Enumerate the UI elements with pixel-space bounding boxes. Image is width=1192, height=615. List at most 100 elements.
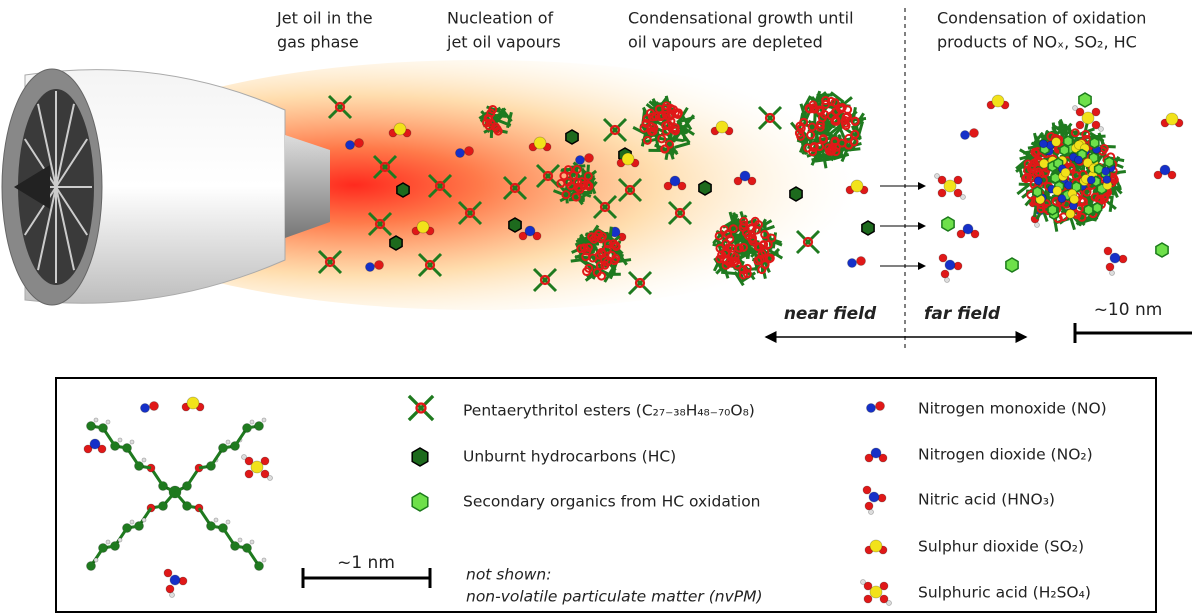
stage-label: Nucleation of: [447, 9, 554, 28]
core: [539, 274, 551, 286]
hexagon: [698, 180, 712, 196]
chain: [378, 222, 393, 237]
atom: [213, 517, 219, 523]
fan-blade: [55, 138, 89, 188]
core: [596, 271, 606, 281]
core: [484, 121, 494, 131]
core: [582, 267, 592, 277]
scale-bar: [1073, 323, 1192, 343]
atom: [962, 223, 974, 235]
core: [1099, 144, 1109, 154]
core: [738, 265, 748, 275]
core: [654, 104, 664, 114]
chain: [428, 252, 443, 267]
atom: [1082, 157, 1093, 168]
atom: [374, 260, 384, 270]
atom: [249, 419, 255, 425]
atom: [1039, 158, 1049, 169]
chain: [833, 121, 847, 136]
atom: [254, 421, 264, 431]
core: [488, 104, 498, 114]
chain: [806, 229, 821, 244]
chain: [627, 281, 642, 296]
core: [763, 240, 773, 250]
atom: [165, 584, 175, 594]
stage-label: products of NOₓ, SO₂, HC: [937, 33, 1137, 52]
chain: [338, 94, 353, 109]
core: [843, 105, 853, 115]
chain: [829, 122, 844, 136]
atom: [960, 130, 970, 140]
core: [596, 234, 606, 244]
core: [755, 254, 765, 264]
atom: [1098, 126, 1104, 132]
core: [561, 190, 571, 200]
chain: [582, 259, 596, 274]
core: [739, 220, 749, 230]
core: [809, 103, 819, 113]
atom: [875, 401, 885, 411]
atom: [969, 128, 979, 138]
atom: [1159, 164, 1171, 176]
atom: [1165, 112, 1179, 126]
core: [559, 171, 569, 181]
atom: [261, 557, 267, 563]
atom: [1069, 194, 1080, 205]
core: [571, 192, 581, 202]
core: [767, 233, 777, 243]
atom: [960, 194, 966, 200]
stage-label: jet oil vapours: [446, 33, 561, 52]
chain: [1016, 182, 1031, 196]
atom: [237, 537, 243, 543]
chain: [417, 252, 432, 267]
atom: [847, 258, 857, 268]
atom: [1153, 170, 1163, 180]
core: [1041, 199, 1051, 209]
atom: [856, 256, 866, 266]
atom: [1033, 176, 1043, 186]
core: [379, 161, 391, 173]
atom: [868, 491, 880, 503]
core: [738, 242, 748, 252]
atom: [1105, 262, 1115, 272]
chain: [1058, 118, 1068, 135]
atom: [1064, 180, 1074, 190]
chain: [818, 132, 836, 138]
atom: [863, 594, 873, 604]
core: [634, 277, 646, 289]
atom: [532, 231, 542, 241]
fan-blade: [55, 186, 89, 236]
chain: [438, 184, 453, 199]
hexagon: [411, 492, 429, 512]
atom: [86, 421, 96, 431]
atom: [244, 456, 254, 466]
chain: [367, 211, 382, 226]
chain: [674, 141, 691, 149]
core: [841, 121, 851, 131]
atom: [878, 453, 888, 463]
atom: [1051, 137, 1062, 147]
atom: [518, 231, 528, 241]
chain: [638, 270, 653, 285]
chain: [438, 173, 453, 188]
atom: [677, 181, 687, 191]
core: [661, 121, 671, 131]
legend-label: Sulphur dioxide (SO₂): [918, 538, 1084, 556]
chain: [628, 188, 643, 203]
core: [670, 108, 680, 118]
core: [464, 207, 476, 219]
atom: [345, 140, 355, 150]
far-field-label: far field: [924, 304, 1001, 324]
core: [1031, 148, 1041, 158]
atom: [1091, 107, 1101, 117]
core: [714, 231, 724, 241]
chain: [419, 406, 435, 422]
atom: [1057, 194, 1067, 204]
atom: [868, 509, 874, 515]
chain: [327, 94, 342, 109]
chain: [378, 211, 393, 226]
core: [577, 177, 587, 187]
atom: [1081, 111, 1095, 125]
atom: [1060, 167, 1071, 178]
core: [584, 181, 594, 191]
